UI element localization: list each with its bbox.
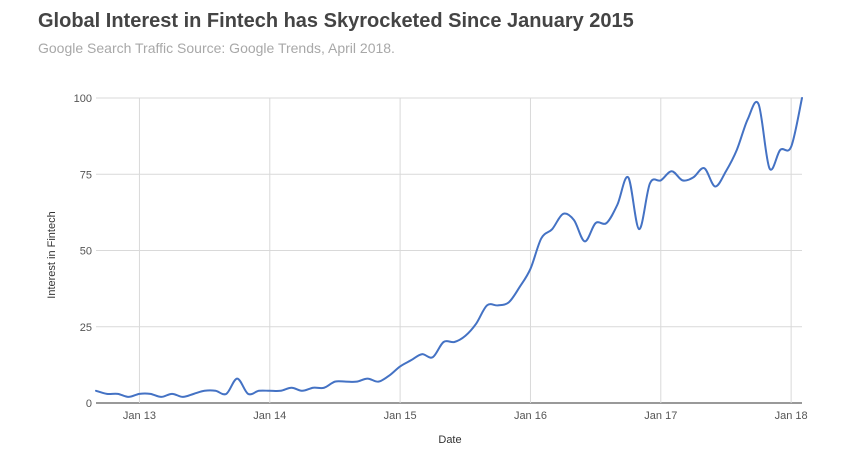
y-tick-label-0: 0	[86, 398, 92, 410]
series-line-0	[95, 97, 803, 398]
y-axis-label: Interest in Fintech	[46, 211, 58, 298]
x-tick-label-4: Jan 17	[644, 410, 677, 422]
axes: 0 25 50 75 100 Jan 13 Jan 14 Jan 15 Jan 16 Jan 17…	[74, 93, 808, 422]
x-axis-label: Date	[438, 434, 461, 446]
y-tick-label-25: 25	[80, 322, 92, 334]
x-tick-label-2: Jan 15	[384, 410, 417, 422]
y-tick-label-50: 50	[80, 246, 92, 258]
y-tick-label-75: 75	[80, 169, 92, 181]
x-tick-label-1: Jan 14	[253, 410, 286, 422]
chart-title: Global Interest in Fintech has Skyrocket…	[38, 10, 634, 32]
x-tick-label-5: Jan 18	[775, 410, 808, 422]
series-layer	[95, 97, 803, 398]
x-tick-label-3: Jan 16	[514, 410, 547, 422]
x-tick-label-0: Jan 13	[123, 410, 156, 422]
y-tick-label-100: 100	[74, 93, 92, 105]
chart-subtitle: Google Search Traffic Source: Google Tre…	[38, 40, 395, 56]
grid	[96, 97, 802, 404]
